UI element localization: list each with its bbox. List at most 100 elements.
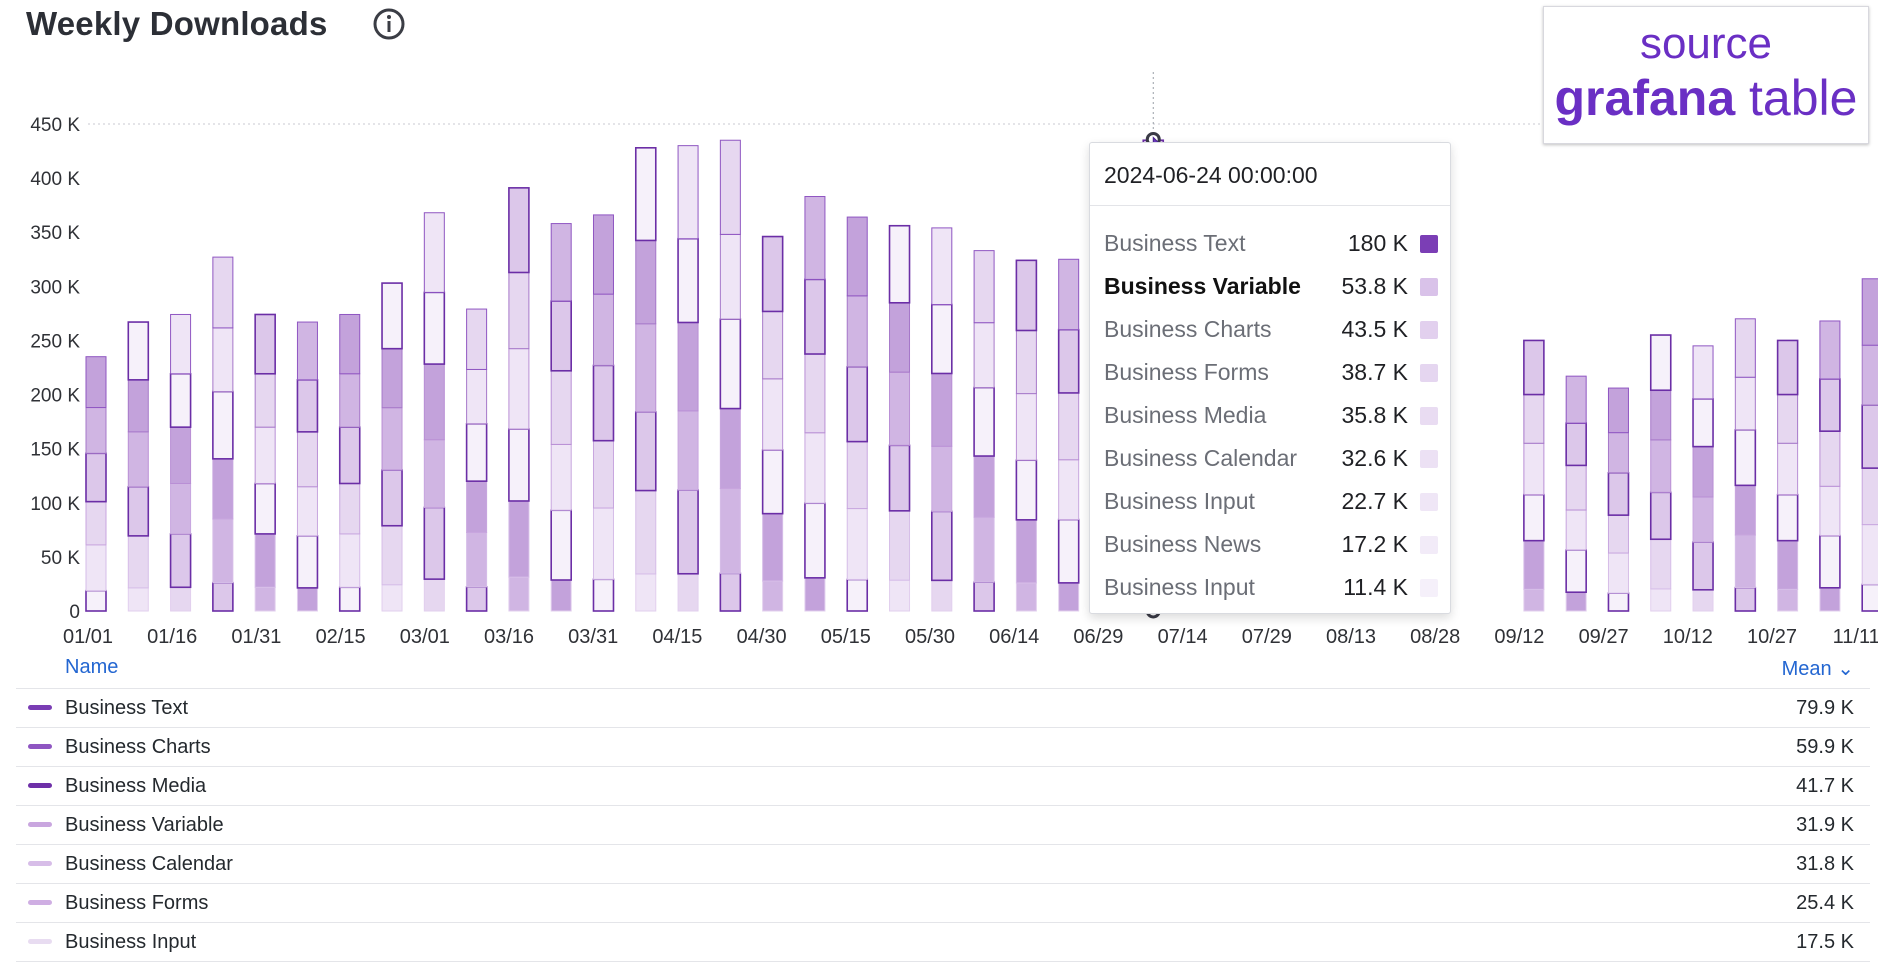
y-tick-label: 350 K	[30, 223, 80, 244]
tooltip-series-name: Business Input	[1104, 488, 1255, 514]
legend-row[interactable]: Business Text 79.9 K	[16, 689, 1870, 728]
bar-segment	[1734, 429, 1757, 487]
legend-header-name[interactable]: Name	[65, 656, 119, 678]
bar-segment	[804, 502, 826, 579]
bar-segment	[1565, 422, 1587, 467]
bar-segment	[1607, 432, 1629, 474]
x-tick-label: 07/29	[1242, 626, 1292, 648]
bar-segment	[381, 584, 403, 612]
legend-series-name[interactable]: Business Input	[65, 931, 197, 953]
bar-segment	[1777, 442, 1799, 496]
bar-segment	[592, 214, 614, 295]
legend-series-swatch	[28, 939, 52, 944]
bar-segment	[339, 533, 361, 588]
bar-segment	[550, 370, 572, 445]
bar-segment	[381, 407, 403, 471]
legend-series-name[interactable]: Business Variable	[65, 814, 224, 836]
logo-line2: grafana table	[1554, 70, 1858, 126]
y-tick-label: 0	[69, 602, 80, 623]
tooltip-series-swatch	[1420, 364, 1438, 382]
legend-header: Name Mean ⌄	[16, 650, 1870, 689]
tooltip-series-name: Business News	[1104, 531, 1262, 557]
legend-row[interactable]: Business Charts 59.9 K	[16, 728, 1870, 767]
bar-segment	[677, 145, 699, 240]
tooltip-series-name: Business Input	[1104, 574, 1255, 600]
bar-segment	[170, 482, 192, 535]
legend-series-name[interactable]: Business Forms	[65, 892, 209, 914]
bar-segment	[1015, 329, 1037, 395]
bar-segment	[761, 235, 784, 313]
tooltip-row: Business Variable 53.8 K	[1090, 265, 1450, 308]
tooltip-rows: Business Text 180 K Business Variable 53.8 …	[1090, 206, 1450, 609]
bar-segment	[466, 531, 488, 588]
bar-segment	[677, 573, 699, 612]
bar-segment	[550, 300, 572, 372]
info-circle-icon[interactable]	[372, 7, 406, 41]
legend-row[interactable]: Business Variable 31.9 K	[16, 806, 1870, 845]
bar-segment	[296, 379, 319, 433]
bar-segment	[550, 579, 572, 612]
legend-row[interactable]: Business Media 41.7 K	[16, 767, 1870, 806]
bar-segment	[1819, 430, 1841, 487]
bar-segment	[1776, 493, 1799, 542]
bar-segment	[338, 426, 361, 485]
bar-segment	[170, 313, 192, 375]
bar-segment	[254, 426, 276, 484]
bar-segment	[423, 291, 446, 365]
legend-series-mean: 41.7 K	[1796, 775, 1854, 797]
tooltip-row: Business Text 180 K	[1090, 222, 1450, 265]
tooltip-series-value: 11.4 K	[1343, 574, 1408, 600]
x-tick-label: 03/31	[568, 626, 618, 648]
bar-segment	[466, 480, 488, 533]
tooltip-series-value: 32.6 K	[1341, 445, 1409, 471]
legend-series-name[interactable]: Business Charts	[65, 736, 211, 758]
x-tick-label: 08/13	[1326, 626, 1376, 648]
bar-segment	[973, 386, 995, 457]
legend-series-swatch	[28, 900, 52, 905]
x-tick-label: 04/15	[652, 626, 702, 648]
legend-series-name[interactable]: Business Media	[65, 775, 207, 797]
bar-segment	[973, 250, 995, 324]
bar-segment	[1607, 552, 1629, 594]
x-tick-label: 05/15	[821, 626, 871, 648]
bar-segment	[85, 501, 107, 546]
bar-segment	[889, 371, 911, 446]
legend-header-mean[interactable]: Mean ⌄	[1781, 658, 1854, 680]
legend-series-name[interactable]: Business Text	[65, 697, 189, 719]
bar-segment	[1650, 439, 1672, 493]
bar-segment	[1776, 339, 1799, 396]
x-tick-label: 01/16	[147, 626, 197, 648]
bar-segment	[296, 535, 319, 589]
bar-segment	[296, 486, 318, 537]
tooltip-series-swatch	[1420, 407, 1438, 425]
bar-segment	[762, 378, 784, 451]
weekly-downloads-chart[interactable]: 0 50 K 100 K 150 K 200 K 250 K 300 K 350 K 400 K…	[0, 0, 1878, 650]
source-logo: source grafana table	[1543, 6, 1869, 144]
x-tick-label: 07/14	[1158, 626, 1208, 648]
bar-segment	[1861, 583, 1878, 612]
chart-tooltip: 2024-06-24 00:00:00 Business Text 180 K Bu…	[1089, 142, 1451, 614]
legend-series-name[interactable]: Business Calendar	[65, 853, 233, 875]
bar-segment	[127, 321, 150, 381]
bar-segment	[212, 518, 234, 584]
bar-segment	[465, 422, 488, 482]
tooltip-series-name: Business Text	[1104, 230, 1246, 256]
bar-segment	[804, 432, 826, 504]
bar-segment	[677, 321, 699, 412]
legend-row[interactable]: Business Input 17.5 K	[16, 923, 1870, 962]
bar-segment	[1861, 344, 1878, 406]
bar-segment	[889, 510, 911, 581]
bar-segment	[296, 431, 318, 488]
tooltip-row: Business Charts 43.5 K	[1090, 308, 1450, 351]
bar-segment	[634, 147, 657, 242]
tooltip-series-name: Business Media	[1104, 402, 1267, 428]
bar-segment	[1057, 328, 1080, 394]
legend-row[interactable]: Business Forms 25.4 K	[16, 884, 1870, 923]
legend-rows: Business Text 79.9 K Business Charts 59.9 K…	[16, 689, 1870, 962]
bar-segment	[1734, 484, 1756, 536]
bar-segment	[254, 482, 276, 535]
legend-row[interactable]: Business Calendar 31.8 K	[16, 845, 1870, 884]
logo-line1: source	[1639, 19, 1773, 68]
bar-segment	[931, 510, 953, 582]
bar-segment	[550, 223, 572, 302]
